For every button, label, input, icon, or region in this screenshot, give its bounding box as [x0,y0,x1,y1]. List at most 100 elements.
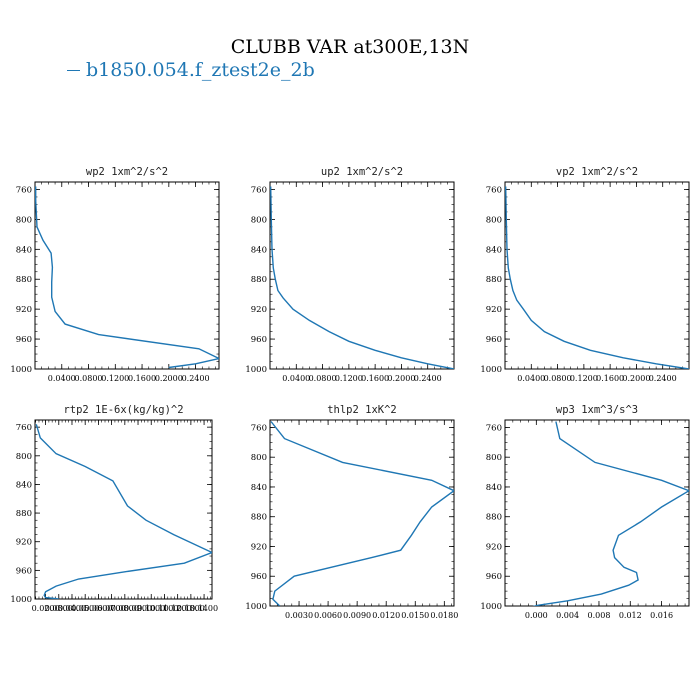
y-tick-label: 760 [16,423,32,433]
x-tick-label: 0.1200 [101,374,129,383]
y-tick-label: 920 [251,305,267,315]
x-tick-label: 0.1400 [190,604,218,613]
series-line [35,424,212,599]
x-tick-label: 0.0090 [343,611,371,620]
x-tick-label: 0.1600 [361,374,389,383]
x-tick-label: 0.2400 [182,374,210,383]
x-tick-label: 0.004 [556,611,579,620]
figure-title: CLUBB VAR at300E,13N [230,36,470,58]
y-tick-label: 840 [251,483,267,493]
legend-line-swatch [67,69,80,71]
plot-frame [269,181,455,370]
x-tick-label: 0.1100 [150,604,178,613]
y-tick-label: 1000 [245,602,267,612]
y-tick-label: 960 [251,572,267,582]
x-tick-label: 0.0700 [98,604,126,613]
x-tick-label: 0.0300 [45,604,73,613]
y-tick-label: 760 [486,185,502,195]
x-tick-label: 0.1600 [128,374,156,383]
x-tick-label: 0.0600 [84,604,112,613]
x-tick-label: 0.1200 [335,374,363,383]
x-tick-label: 0.0500 [71,604,99,613]
legend: b1850.054.f_ztest2e_2b [67,59,315,81]
y-tick-label: 880 [486,275,502,285]
y-tick-label: 880 [251,275,267,285]
panel-title: up2 1xm^2/s^2 [321,166,403,178]
y-tick-label: 840 [16,480,32,490]
y-tick-label: 800 [16,452,32,462]
x-tick-label: 0.1200 [570,374,598,383]
x-tick-label: 0.1000 [137,604,165,613]
x-tick-label: 0.0180 [430,611,458,620]
y-tick-label: 760 [16,185,32,195]
x-tick-label: 0.0120 [372,611,400,620]
y-tick-label: 960 [486,572,502,582]
plot-frame [269,419,455,607]
panel-title: thlp2 1xK^2 [327,404,397,416]
y-tick-label: 880 [251,513,267,523]
x-tick-label: 0.000 [525,611,548,620]
panel-title: wp3 1xm^3/s^3 [556,404,638,416]
x-tick-label: 0.012 [619,611,642,620]
panel-2: up2 1xm^2/s^2 760 800 840 880 920 960 1000 0.040… [245,166,455,383]
series-line [270,186,454,369]
x-tick-label: 0.008 [588,611,611,620]
y-tick-label: 960 [16,566,32,576]
x-tick-label: 0.0800 [309,374,337,383]
y-tick-label: 960 [251,335,267,345]
x-tick-label: 0.2400 [649,374,677,383]
panel-6: wp3 1xm^3/s^3 760 800 840 880 920 960 1000 0.000… [480,404,690,620]
x-tick-label: 0.0200 [32,604,60,613]
y-tick-label: 840 [16,245,32,255]
series-line [532,421,689,606]
y-tick-label: 800 [251,453,267,463]
y-tick-label: 760 [486,423,502,433]
x-tick-label: 0.0800 [111,604,139,613]
y-tick-label: 1000 [10,365,32,375]
y-tick-label: 800 [251,215,267,225]
plot-frame [34,181,220,370]
x-tick-label: 0.0800 [75,374,103,383]
series-line [505,186,689,369]
y-tick-label: 1000 [480,602,502,612]
plot-frame [504,419,690,607]
x-tick-label: 0.1300 [177,604,205,613]
y-tick-label: 880 [16,509,32,519]
x-tick-label: 0.2400 [414,374,442,383]
x-tick-label: 0.1200 [164,604,192,613]
x-tick-label: 0.2000 [387,374,415,383]
y-tick-label: 840 [486,483,502,493]
panel-4: rtp2 1E-6x(kg/kg)^2 760 800 840 880 920 960 100… [10,404,218,613]
x-tick-label: 0.2000 [155,374,183,383]
y-tick-label: 760 [251,423,267,433]
x-tick-label: 0.0400 [48,374,76,383]
y-tick-label: 960 [16,335,32,345]
y-tick-label: 800 [16,215,32,225]
x-tick-label: 0.0400 [282,374,310,383]
series-line [270,421,454,606]
x-tick-label: 0.1600 [596,374,624,383]
y-tick-label: 800 [486,453,502,463]
x-tick-label: 0.0150 [401,611,429,620]
x-tick-label: 0.016 [650,611,673,620]
legend-label: b1850.054.f_ztest2e_2b [86,59,315,81]
y-tick-label: 800 [486,215,502,225]
y-tick-label: 920 [486,305,502,315]
y-tick-label: 1000 [480,365,502,375]
panel-title: wp2 1xm^2/s^2 [86,166,168,178]
y-tick-label: 920 [251,542,267,552]
y-tick-label: 840 [251,245,267,255]
y-tick-label: 920 [486,542,502,552]
x-tick-label: 0.0900 [124,604,152,613]
y-tick-label: 920 [16,538,32,548]
x-tick-label: 0.0060 [314,611,342,620]
x-tick-label: 0.2000 [622,374,650,383]
series-line [35,186,219,369]
panel-title: vp2 1xm^2/s^2 [556,166,638,178]
y-tick-label: 920 [16,305,32,315]
panel-title: rtp2 1E-6x(kg/kg)^2 [63,404,183,416]
y-tick-label: 760 [251,185,267,195]
plot-frame [34,419,213,600]
